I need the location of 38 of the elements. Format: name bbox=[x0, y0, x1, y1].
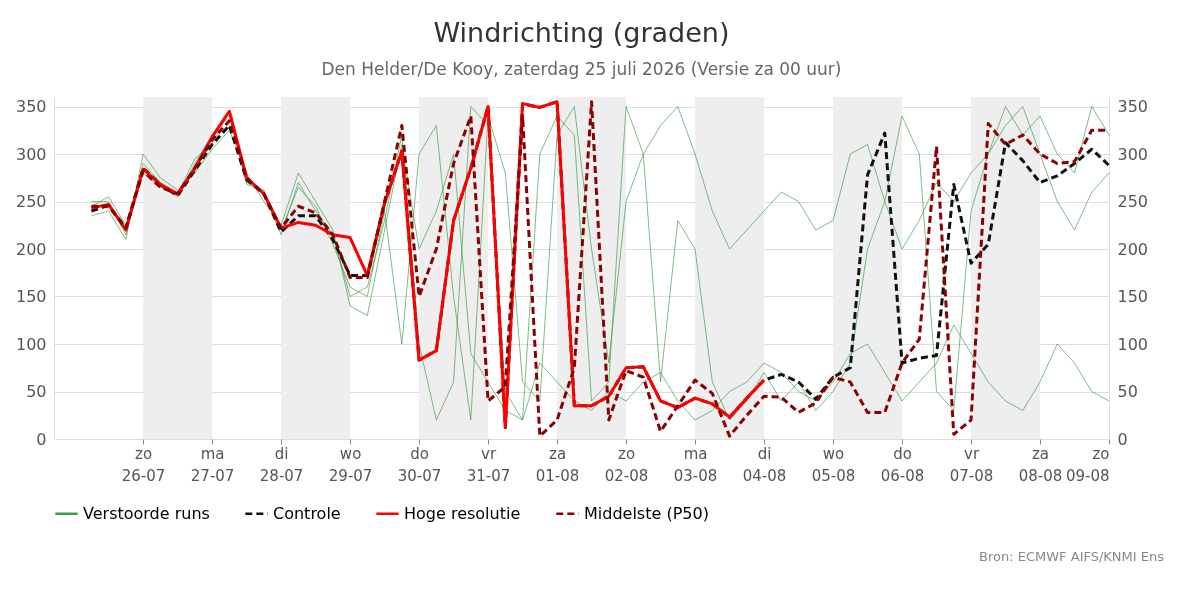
y-tick-label: 200 bbox=[15, 239, 47, 259]
x-tick-label: ma 27-07 bbox=[190, 444, 235, 485]
y-tick-label: 50 bbox=[26, 382, 47, 401]
y2-tick-label: 50 bbox=[1117, 382, 1138, 401]
x-tick-label: wo 05-08 bbox=[811, 444, 856, 485]
x-tick-label: vr 31-07 bbox=[466, 444, 511, 485]
y-tick-label: 0 bbox=[36, 429, 47, 449]
x-tick-label: zo 02-08 bbox=[604, 444, 649, 485]
y-tick-label: 250 bbox=[15, 192, 47, 211]
x-tick-label: wo 29-07 bbox=[328, 444, 373, 485]
y2-tick-label: 350 bbox=[1117, 97, 1149, 116]
y2-tick-label: 150 bbox=[1117, 287, 1149, 306]
chart-subtitle: Den Helder/De Kooy, zaterdag 25 juli 2026 (Versie za 00 uur) bbox=[321, 59, 842, 79]
x-tick-label: za 08-08 bbox=[1018, 444, 1063, 485]
y2-tick-label: 250 bbox=[1117, 192, 1149, 211]
y2-tick-label: 300 bbox=[1117, 144, 1149, 164]
legend-label: Controle bbox=[273, 503, 341, 523]
x-tick-label: ma 03-08 bbox=[673, 444, 718, 485]
y2-tick-label: 200 bbox=[1117, 239, 1149, 259]
y2-tick-label: 0 bbox=[1117, 429, 1128, 449]
y2-tick-label: 100 bbox=[1117, 334, 1149, 354]
y-tick-label: 350 bbox=[15, 97, 47, 116]
x-tick-label: vr 07-08 bbox=[949, 444, 994, 485]
x-tick-label: do 30-07 bbox=[397, 444, 442, 485]
x-tick-label: di 28-07 bbox=[259, 444, 304, 485]
y-tick-label: 150 bbox=[15, 287, 47, 306]
x-tick-label: zo 26-07 bbox=[121, 444, 166, 485]
y-tick-label: 300 bbox=[15, 144, 47, 164]
y-tick-label: 100 bbox=[15, 334, 47, 354]
legend-label: Hoge resolutie bbox=[404, 503, 521, 523]
legend-label: Verstoorde runs bbox=[83, 503, 210, 523]
legend-label: Middelste (P50) bbox=[584, 503, 709, 523]
text: Bron: ECMWF AIFS/KNMI Ens bbox=[979, 549, 1165, 564]
x-tick-label: za 01-08 bbox=[535, 444, 580, 485]
x-tick-label: di 04-08 bbox=[742, 444, 787, 485]
x-tick-label: zo 09-08 bbox=[1065, 444, 1110, 485]
chart-title: Windrichting (graden) bbox=[433, 17, 730, 48]
x-tick-label: do 06-08 bbox=[880, 444, 925, 485]
